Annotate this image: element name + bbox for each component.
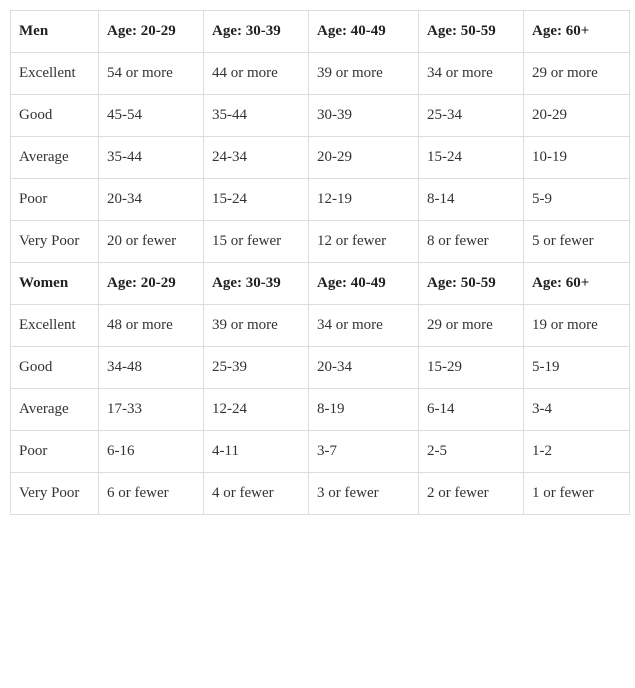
value-cell: 3-7: [309, 431, 419, 473]
category-cell: Excellent: [11, 53, 99, 95]
value-cell: 4-11: [204, 431, 309, 473]
table-row: Average 35-44 24-34 20-29 15-24 10-19: [11, 137, 630, 179]
section-label-women: Women: [11, 263, 99, 305]
table-row: Excellent 48 or more 39 or more 34 or mo…: [11, 305, 630, 347]
value-cell: 1 or fewer: [524, 473, 630, 515]
value-cell: 54 or more: [99, 53, 204, 95]
header-row-men: Men Age: 20-29 Age: 30-39 Age: 40-49 Age…: [11, 11, 630, 53]
category-cell: Good: [11, 95, 99, 137]
value-cell: 15-24: [419, 137, 524, 179]
value-cell: 8-14: [419, 179, 524, 221]
age-header: Age: 50-59: [419, 263, 524, 305]
value-cell: 1-2: [524, 431, 630, 473]
value-cell: 5-19: [524, 347, 630, 389]
value-cell: 44 or more: [204, 53, 309, 95]
age-header: Age: 30-39: [204, 11, 309, 53]
value-cell: 25-39: [204, 347, 309, 389]
category-cell: Good: [11, 347, 99, 389]
value-cell: 25-34: [419, 95, 524, 137]
value-cell: 30-39: [309, 95, 419, 137]
value-cell: 48 or more: [99, 305, 204, 347]
value-cell: 20-29: [524, 95, 630, 137]
age-header: Age: 20-29: [99, 263, 204, 305]
section-label-men: Men: [11, 11, 99, 53]
age-header: Age: 60+: [524, 263, 630, 305]
table-row: Poor 6-16 4-11 3-7 2-5 1-2: [11, 431, 630, 473]
value-cell: 39 or more: [204, 305, 309, 347]
value-cell: 19 or more: [524, 305, 630, 347]
age-header: Age: 20-29: [99, 11, 204, 53]
age-header: Age: 40-49: [309, 11, 419, 53]
table-row: Poor 20-34 15-24 12-19 8-14 5-9: [11, 179, 630, 221]
header-row-women: Women Age: 20-29 Age: 30-39 Age: 40-49 A…: [11, 263, 630, 305]
value-cell: 24-34: [204, 137, 309, 179]
value-cell: 12 or fewer: [309, 221, 419, 263]
fitness-norms-table: Men Age: 20-29 Age: 30-39 Age: 40-49 Age…: [10, 10, 630, 515]
table-row: Excellent 54 or more 44 or more 39 or mo…: [11, 53, 630, 95]
table-row: Average 17-33 12-24 8-19 6-14 3-4: [11, 389, 630, 431]
category-cell: Very Poor: [11, 221, 99, 263]
value-cell: 8-19: [309, 389, 419, 431]
age-header: Age: 40-49: [309, 263, 419, 305]
table-row: Good 45-54 35-44 30-39 25-34 20-29: [11, 95, 630, 137]
value-cell: 15-29: [419, 347, 524, 389]
value-cell: 3-4: [524, 389, 630, 431]
value-cell: 45-54: [99, 95, 204, 137]
value-cell: 39 or more: [309, 53, 419, 95]
age-header: Age: 60+: [524, 11, 630, 53]
value-cell: 10-19: [524, 137, 630, 179]
value-cell: 34 or more: [419, 53, 524, 95]
value-cell: 35-44: [204, 95, 309, 137]
age-header: Age: 50-59: [419, 11, 524, 53]
value-cell: 12-24: [204, 389, 309, 431]
value-cell: 20-34: [309, 347, 419, 389]
category-cell: Excellent: [11, 305, 99, 347]
value-cell: 2-5: [419, 431, 524, 473]
value-cell: 35-44: [99, 137, 204, 179]
value-cell: 2 or fewer: [419, 473, 524, 515]
value-cell: 15-24: [204, 179, 309, 221]
category-cell: Poor: [11, 431, 99, 473]
value-cell: 20-34: [99, 179, 204, 221]
value-cell: 34-48: [99, 347, 204, 389]
value-cell: 4 or fewer: [204, 473, 309, 515]
value-cell: 29 or more: [524, 53, 630, 95]
value-cell: 3 or fewer: [309, 473, 419, 515]
table-row: Good 34-48 25-39 20-34 15-29 5-19: [11, 347, 630, 389]
value-cell: 6-16: [99, 431, 204, 473]
category-cell: Average: [11, 137, 99, 179]
age-header: Age: 30-39: [204, 263, 309, 305]
value-cell: 6 or fewer: [99, 473, 204, 515]
value-cell: 5 or fewer: [524, 221, 630, 263]
value-cell: 5-9: [524, 179, 630, 221]
value-cell: 6-14: [419, 389, 524, 431]
value-cell: 20-29: [309, 137, 419, 179]
value-cell: 20 or fewer: [99, 221, 204, 263]
value-cell: 15 or fewer: [204, 221, 309, 263]
value-cell: 12-19: [309, 179, 419, 221]
value-cell: 17-33: [99, 389, 204, 431]
value-cell: 8 or fewer: [419, 221, 524, 263]
category-cell: Average: [11, 389, 99, 431]
value-cell: 29 or more: [419, 305, 524, 347]
category-cell: Poor: [11, 179, 99, 221]
category-cell: Very Poor: [11, 473, 99, 515]
value-cell: 34 or more: [309, 305, 419, 347]
table-row: Very Poor 6 or fewer 4 or fewer 3 or few…: [11, 473, 630, 515]
table-row: Very Poor 20 or fewer 15 or fewer 12 or …: [11, 221, 630, 263]
